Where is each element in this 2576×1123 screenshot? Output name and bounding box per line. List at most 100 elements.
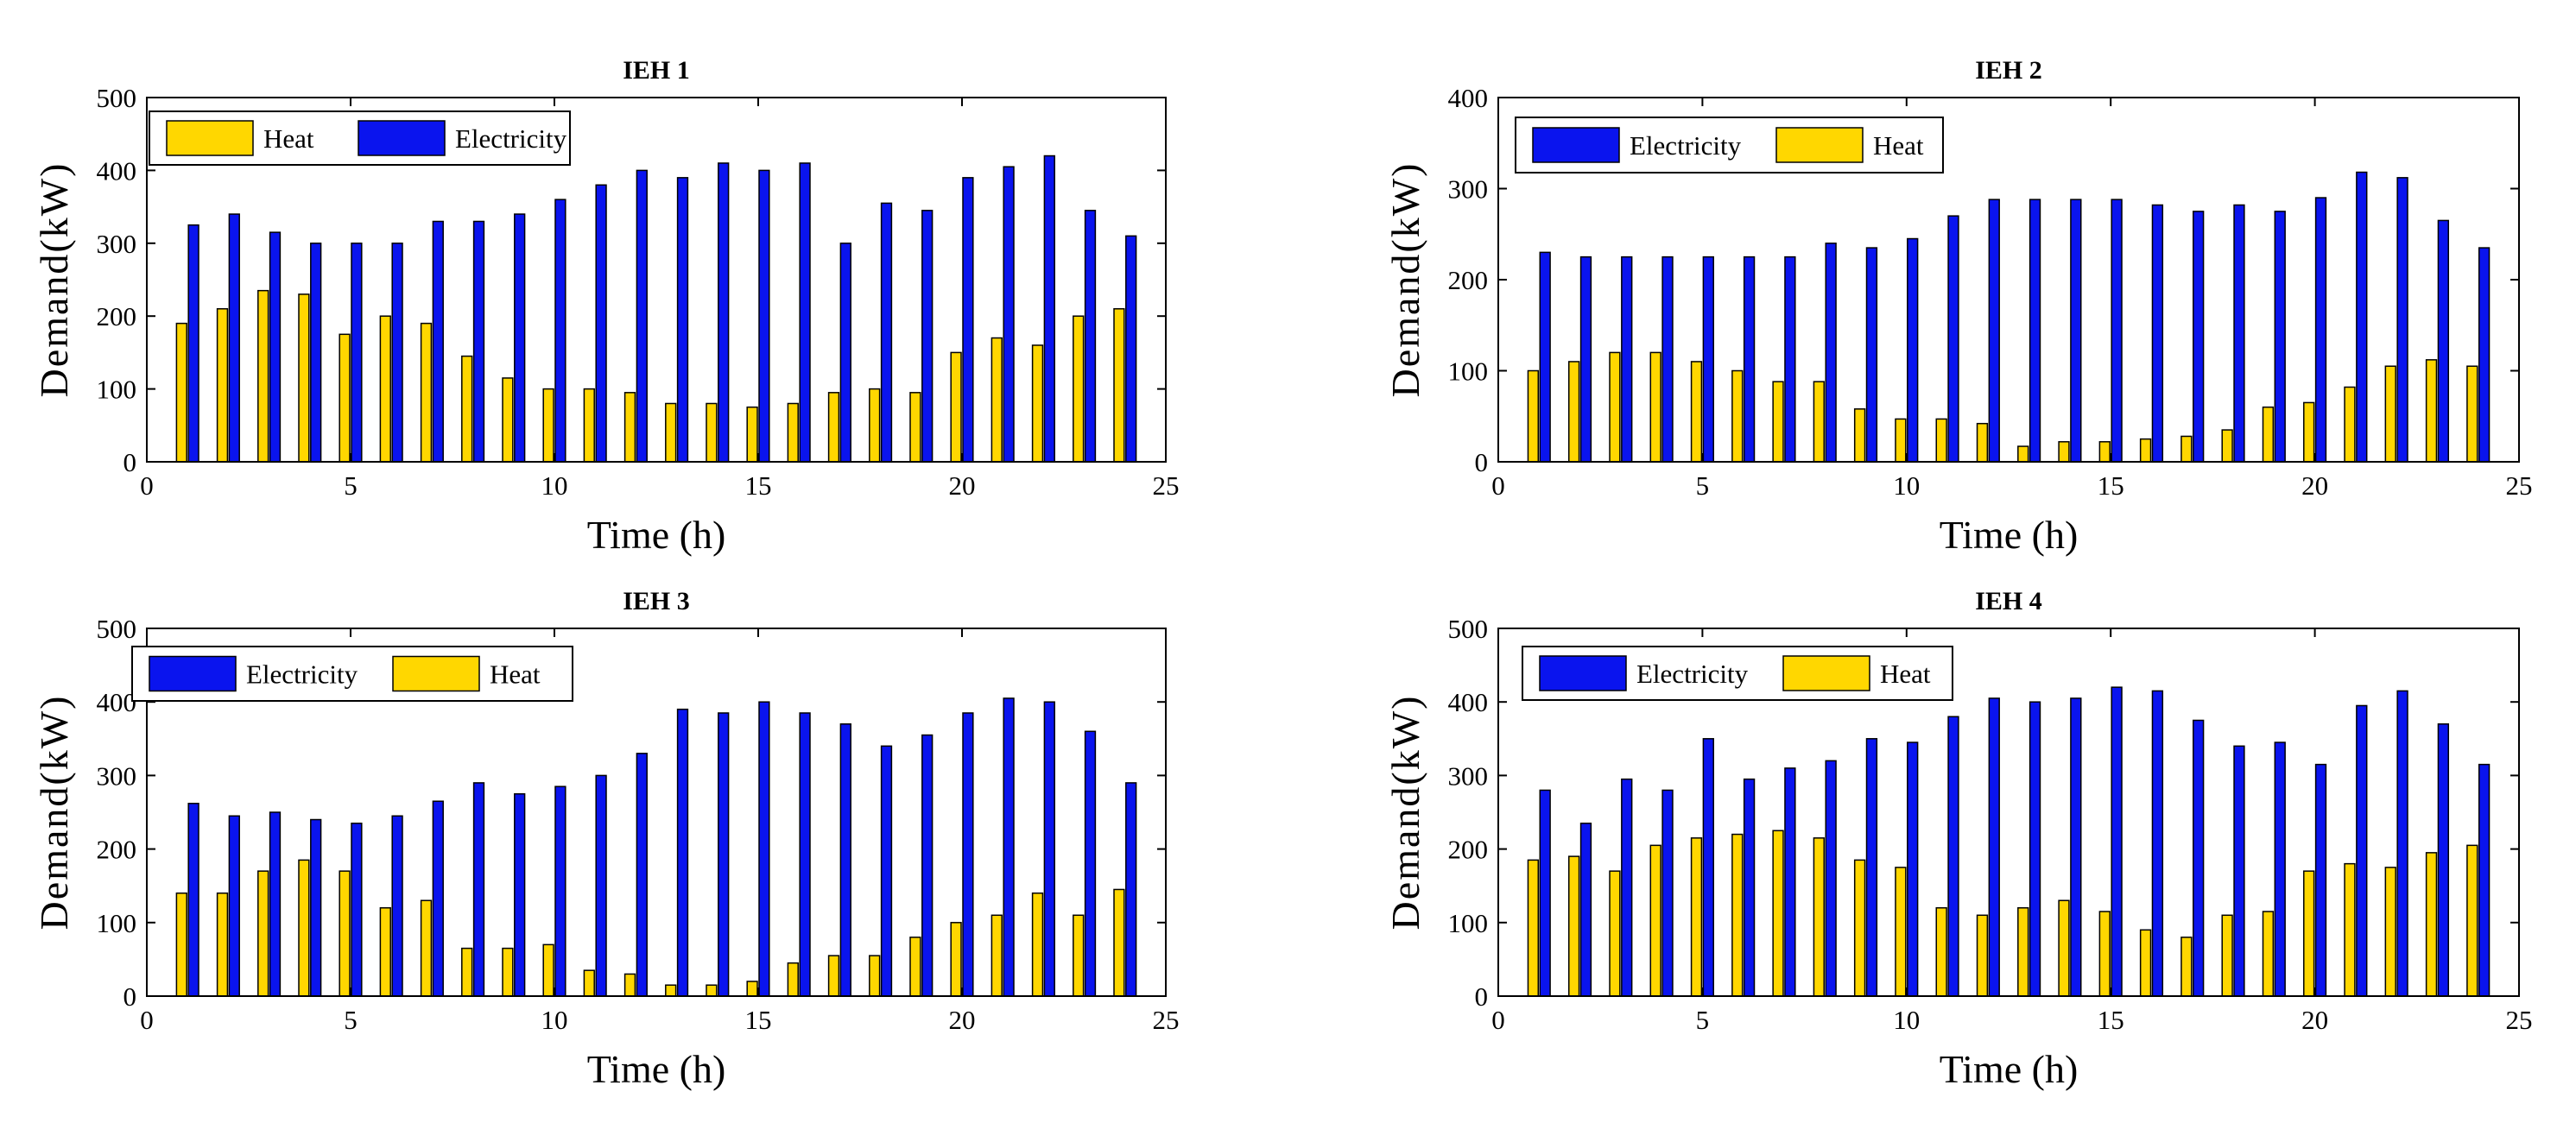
electricity-bar bbox=[1084, 730, 1097, 997]
y-tick-label: 500 bbox=[1448, 614, 1489, 644]
x-tick-label: 10 bbox=[1893, 1005, 1920, 1035]
y-tick-label: 300 bbox=[97, 229, 137, 259]
electricity-bar bbox=[1621, 256, 1633, 463]
heat-bar bbox=[1690, 361, 1703, 463]
heat-bar bbox=[2303, 401, 2315, 463]
heat-bar bbox=[1772, 381, 1784, 463]
electricity-bar bbox=[1702, 256, 1714, 463]
heat-bar bbox=[542, 388, 554, 463]
heat-bar bbox=[1813, 837, 1825, 997]
electricity-bar bbox=[351, 243, 363, 463]
x-tick-label: 5 bbox=[1696, 1005, 1710, 1035]
electricity-bar bbox=[2070, 199, 2082, 463]
electricity-bar bbox=[1743, 778, 1756, 997]
heat-bar bbox=[2058, 899, 2070, 997]
y-tick-label: 400 bbox=[1448, 83, 1489, 113]
heat-bar bbox=[2017, 907, 2029, 997]
legend-label: Electricity bbox=[1630, 130, 1742, 161]
y-tick-label: 400 bbox=[1448, 687, 1489, 717]
heat-bar bbox=[1649, 844, 1661, 997]
electricity-bar bbox=[1825, 760, 1837, 997]
electricity-bar bbox=[514, 213, 526, 463]
y-tick-label: 100 bbox=[1448, 908, 1489, 938]
electricity-bar bbox=[472, 782, 485, 997]
heat-bar bbox=[1976, 914, 1989, 997]
heat-bar bbox=[1649, 351, 1661, 463]
electricity-bar bbox=[799, 162, 811, 463]
electricity-bar bbox=[2029, 701, 2041, 997]
heat-bar bbox=[2384, 365, 2396, 463]
chart-ieh-2: 0 5 10 15 20 25 0 100 200 300 400 IEH 2 Time (h) Dema… bbox=[1383, 56, 2533, 557]
x-tick-label: 15 bbox=[2098, 470, 2124, 501]
electricity-bar bbox=[718, 712, 730, 997]
electricity-bar bbox=[1865, 738, 1878, 997]
heat-bar bbox=[1031, 344, 1044, 463]
legend: Electricity Heat bbox=[131, 646, 573, 702]
heat-bar bbox=[1527, 369, 1540, 463]
heat-bar bbox=[1690, 837, 1703, 997]
heat-bar bbox=[1527, 859, 1540, 997]
heat-bar bbox=[787, 402, 799, 463]
electricity-legend-swatch bbox=[149, 655, 237, 692]
electricity-bar bbox=[269, 231, 282, 463]
electricity-bar bbox=[676, 708, 689, 997]
y-tick-label: 100 bbox=[97, 908, 137, 938]
electricity-bar bbox=[718, 162, 730, 463]
legend: Electricity Heat bbox=[1522, 646, 1953, 701]
x-axis-label: Time (h) bbox=[587, 1047, 726, 1091]
y-axis-label: Demand(kW) bbox=[1383, 162, 1427, 398]
heat-bar bbox=[2344, 386, 2356, 463]
legend-label: Heat bbox=[263, 123, 314, 154]
heat-bar bbox=[869, 955, 881, 997]
heat-bar bbox=[665, 984, 677, 997]
heat-bar bbox=[1935, 418, 1947, 463]
heat-bar bbox=[1895, 867, 1907, 997]
heat-bar bbox=[542, 943, 554, 997]
electricity-legend-swatch bbox=[358, 120, 446, 156]
electricity-bar bbox=[1743, 256, 1756, 463]
heat-bar bbox=[2262, 406, 2275, 463]
heat-bar bbox=[298, 859, 310, 997]
heat-bar bbox=[2344, 862, 2356, 997]
electricity-bar bbox=[2151, 204, 2164, 463]
heat-bar bbox=[1976, 422, 1989, 463]
y-tick-label: 200 bbox=[1448, 835, 1489, 865]
electricity-bar bbox=[595, 774, 607, 997]
legend-label: Electricity bbox=[1636, 659, 1749, 689]
axes-frame bbox=[1497, 628, 2520, 997]
x-tick-label: 5 bbox=[344, 1005, 358, 1035]
x-tick-label: 5 bbox=[344, 470, 358, 501]
y-tick-label: 200 bbox=[97, 301, 137, 331]
x-tick-label: 0 bbox=[1491, 1005, 1505, 1035]
electricity-bar bbox=[432, 220, 444, 463]
electricity-bar bbox=[1043, 701, 1055, 997]
chart-title: IEH 3 bbox=[623, 587, 690, 615]
electricity-bar bbox=[1084, 210, 1097, 463]
heat-bar bbox=[339, 333, 351, 463]
heat-bar bbox=[2058, 441, 2070, 463]
electricity-bar bbox=[2437, 723, 2450, 997]
heat-bar bbox=[950, 922, 962, 997]
x-tick-label: 20 bbox=[949, 470, 976, 501]
heat-bar bbox=[787, 962, 799, 997]
heat-bar bbox=[339, 870, 351, 997]
electricity-bar bbox=[514, 792, 526, 997]
electricity-bar bbox=[1539, 251, 1551, 463]
electricity-bar bbox=[228, 213, 240, 463]
heat-bar bbox=[257, 289, 269, 463]
electricity-bar bbox=[921, 734, 934, 997]
heat-bar bbox=[623, 392, 636, 463]
axes-frame bbox=[146, 97, 1167, 463]
electricity-bar bbox=[2070, 697, 2082, 997]
electricity-bar bbox=[880, 745, 893, 997]
heat-bar bbox=[1772, 830, 1784, 997]
electricity-bar bbox=[1661, 256, 1674, 463]
electricity-bar bbox=[2233, 745, 2245, 997]
x-tick-label: 0 bbox=[1491, 470, 1505, 501]
heat-bar bbox=[257, 870, 269, 997]
electricity-bar bbox=[2233, 204, 2245, 463]
heat-bar bbox=[1073, 315, 1085, 463]
x-tick-label: 0 bbox=[140, 1005, 154, 1035]
heat-bar bbox=[175, 892, 187, 997]
